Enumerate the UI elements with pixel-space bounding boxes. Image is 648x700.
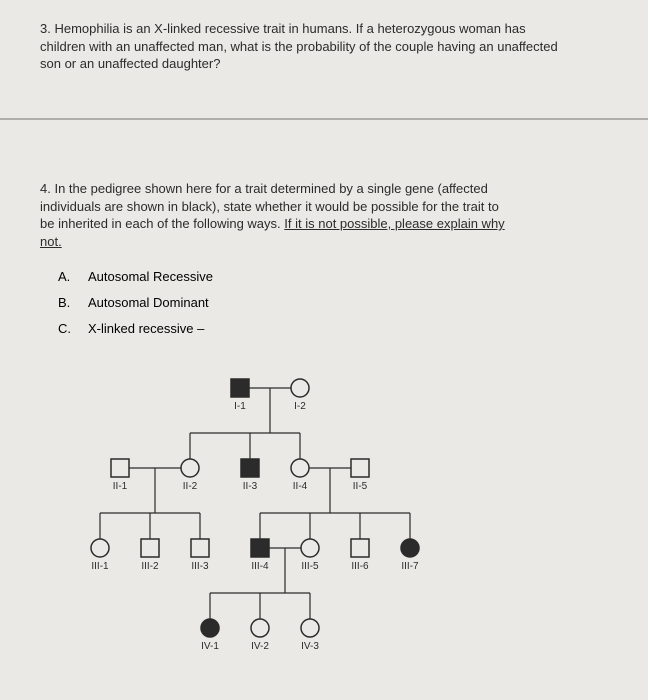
pedigree-label-II-3: II-3 [243,481,258,492]
pedigree-label-I-1: I-1 [234,401,246,412]
pedigree-label-III-2: III-2 [141,561,159,572]
question-3-block: 3. Hemophilia is an X-linked recessive t… [0,0,648,120]
pedigree-individual-III-3 [191,539,209,557]
pedigree-label-II-1: II-1 [113,481,128,492]
pedigree-label-IV-3: IV-3 [301,641,319,652]
option-c-letter: C. [58,316,88,342]
pedigree-individual-I-2 [291,379,309,397]
pedigree-label-II-4: II-4 [293,481,308,492]
pedigree-individual-II-3 [241,459,259,477]
pedigree-label-III-5: III-5 [301,561,319,572]
q4-number: 4. [40,181,51,196]
pedigree-individual-III-1 [91,539,109,557]
pedigree-individual-III-2 [141,539,159,557]
pedigree-individual-III-6 [351,539,369,557]
pedigree-individual-IV-2 [251,619,269,637]
pedigree-label-II-2: II-2 [183,481,198,492]
option-b-letter: B. [58,290,88,316]
pedigree-label-III-3: III-3 [191,561,209,572]
pedigree-label-I-2: I-2 [294,401,306,412]
pedigree-individual-III-4 [251,539,269,557]
option-a-letter: A. [58,264,88,290]
pedigree-individual-II-4 [291,459,309,477]
question-4-block: 4. In the pedigree shown here for a trai… [0,120,648,700]
q3-line-a: Hemophilia is an X-linked recessive trai… [54,21,525,36]
pedigree-individual-II-5 [351,459,369,477]
pedigree-label-II-5: II-5 [353,481,368,492]
pedigree-individual-III-5 [301,539,319,557]
q4-line-c: be inherited in each of the following wa… [40,216,281,231]
pedigree-individual-II-1 [111,459,129,477]
option-b: B. Autosomal Dominant [58,290,608,316]
pedigree-label-IV-2: IV-2 [251,641,269,652]
option-a-label: Autosomal Recessive [88,264,213,290]
option-c-label: X-linked recessive – [88,316,204,342]
pedigree-individual-II-2 [181,459,199,477]
pedigree-chart: I-1 I-2 II-1 II-2 II-3 II-4 II-5 III-1 III-2 III-… [40,358,608,663]
q4-line-a: In the pedigree shown here for a trait d… [54,181,487,196]
pedigree-svg: I-1 I-2 II-1 II-2 II-3 II-4 II-5 III-1 III-2 III-… [40,358,460,658]
q4-line-d: If it is not possible, please explain wh… [284,216,504,231]
q4-line-b: individuals are shown in black), state w… [40,199,499,214]
q3-number: 3. [40,21,51,36]
pedigree-individual-IV-3 [301,619,319,637]
pedigree-label-III-1: III-1 [91,561,109,572]
option-a: A. Autosomal Recessive [58,264,608,290]
q3-text: 3. Hemophilia is an X-linked recessive t… [40,20,608,73]
q3-line-c: son or an unaffected daughter? [40,56,220,71]
q4-options: A. Autosomal Recessive B. Autosomal Domi… [58,264,608,342]
pedigree-label-III-4: III-4 [251,561,269,572]
pedigree-label-IV-1: IV-1 [201,641,219,652]
option-b-label: Autosomal Dominant [88,290,209,316]
option-c: C. X-linked recessive – [58,316,608,342]
pedigree-individual-III-7 [401,539,419,557]
q4-text: 4. In the pedigree shown here for a trai… [40,180,608,250]
pedigree-label-III-6: III-6 [351,561,369,572]
pedigree-individual-I-1 [231,379,249,397]
pedigree-label-III-7: III-7 [401,561,419,572]
pedigree-individual-IV-1 [201,619,219,637]
q3-line-b: children with an unaffected man, what is… [40,39,558,54]
q4-line-e: not. [40,234,62,249]
